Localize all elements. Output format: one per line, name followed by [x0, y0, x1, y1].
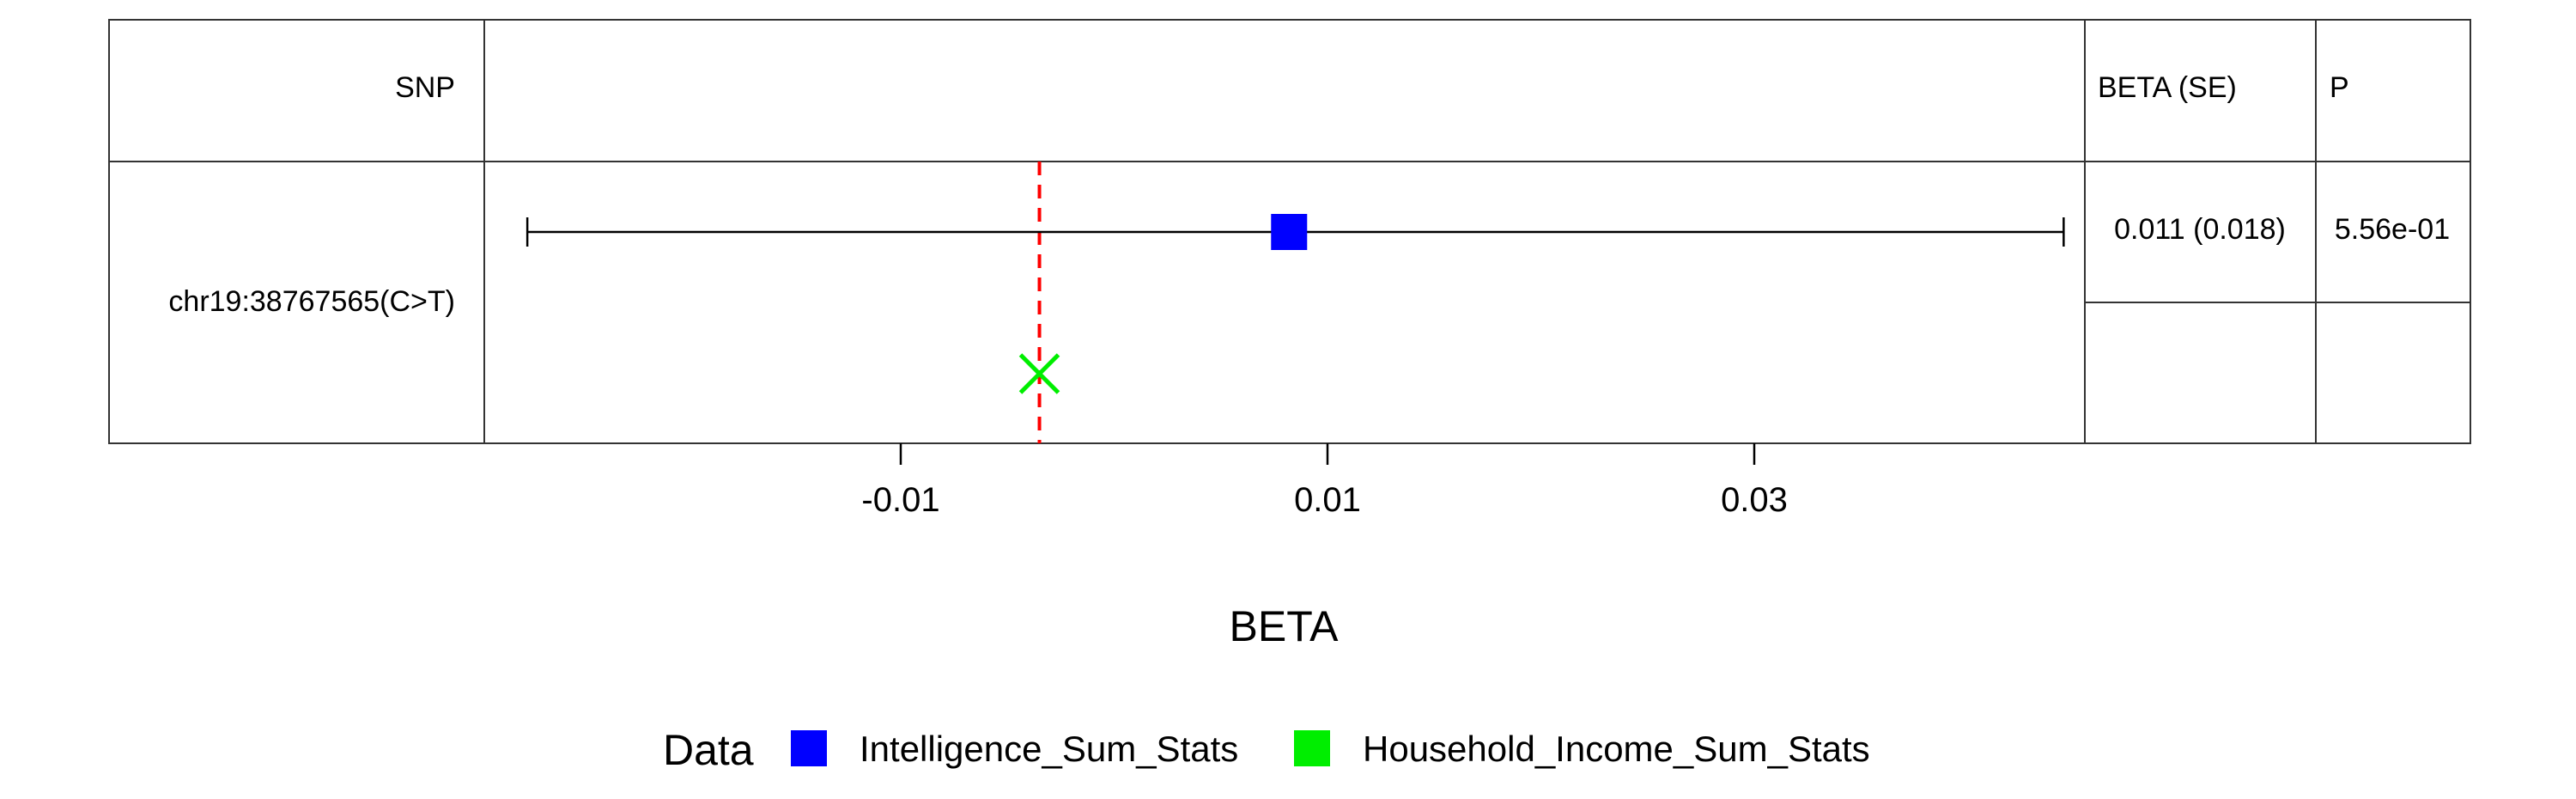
legend-title: Data: [663, 726, 754, 774]
legend-swatch-household-income: [1294, 730, 1330, 766]
row-beta-se-value: 0.011 (0.018): [2114, 213, 2286, 246]
row-p-value: 5.56e-01: [2335, 213, 2450, 246]
row-snp-label: chr19:38767565(C>T): [168, 285, 455, 318]
legend-label-intelligence: Intelligence_Sum_Stats: [860, 729, 1238, 769]
x-axis-label: BETA: [1230, 602, 1340, 650]
point-intelligence-sum-stats: [1271, 214, 1308, 250]
header-p: P: [2330, 71, 2349, 104]
header-snp: SNP: [395, 71, 455, 104]
plot-marks: [526, 162, 2065, 443]
x-axis: -0.01 0.01 0.03: [861, 443, 1788, 519]
point-household-income-sum-stats: [1018, 353, 1060, 394]
point-stroke-b-household-income-sum-stats: [1018, 353, 1060, 394]
legend-label-household-income: Household_Income_Sum_Stats: [1363, 729, 1870, 769]
header-beta-se: BETA (SE): [2098, 71, 2237, 104]
table-frame: [108, 19, 2471, 444]
x-tick-label-0: -0.01: [861, 481, 939, 519]
legend-swatch-intelligence: [791, 730, 827, 766]
legend: Data Intelligence_Sum_Stats Household_In…: [663, 726, 1870, 774]
x-tick-label-2: 0.03: [1721, 481, 1788, 519]
x-tick-label-1: 0.01: [1294, 481, 1361, 519]
